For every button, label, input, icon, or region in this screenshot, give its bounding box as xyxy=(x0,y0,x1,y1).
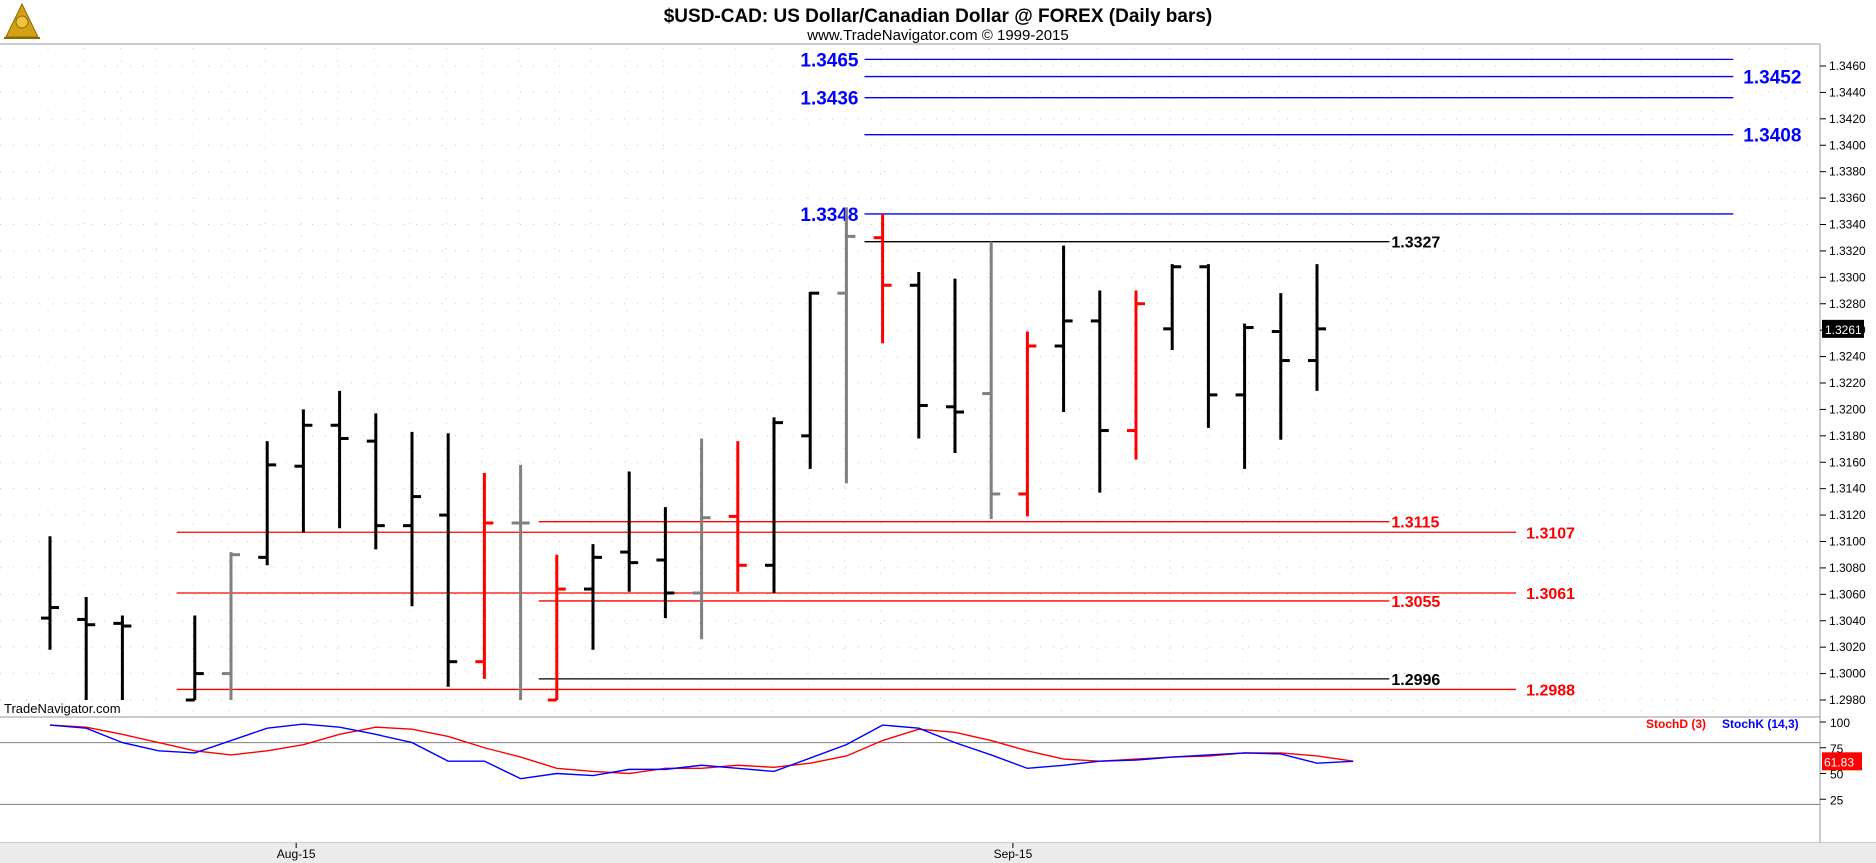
date-axis: Aug-15 Sep-15 xyxy=(277,843,1033,861)
level-label: 1.3115 xyxy=(1391,515,1439,532)
stoch-tick-label: 75 xyxy=(1830,742,1844,756)
last-price-label: 1.3261 xyxy=(1825,323,1862,337)
y-tick-label: 1.2980 xyxy=(1829,693,1866,707)
stoch-tick-label: 50 xyxy=(1830,768,1844,782)
stoch-last-value-label: 61.83 xyxy=(1824,755,1854,769)
level-label: 1.3107 xyxy=(1526,525,1575,542)
level-label: 1.3055 xyxy=(1391,594,1440,611)
stoch-last-value-box xyxy=(1822,752,1862,771)
stoch-tick-label: 25 xyxy=(1830,793,1844,807)
level-label: 1.3436 xyxy=(800,89,858,110)
level-label: 1.3327 xyxy=(1391,235,1440,252)
x-tick-label: Sep-15 xyxy=(994,847,1033,861)
y-tick-label: 1.3120 xyxy=(1829,508,1866,522)
y-tick-label: 1.3020 xyxy=(1829,640,1866,654)
y-tick-label: 1.3280 xyxy=(1829,297,1866,311)
watermark-text: TradeNavigator.com xyxy=(4,701,121,716)
y-tick-label: 1.3240 xyxy=(1829,350,1866,364)
y-tick-label: 1.3360 xyxy=(1829,191,1866,205)
level-label: 1.3452 xyxy=(1743,68,1801,89)
level-label: 1.3348 xyxy=(800,205,858,226)
y-tick-label: 1.3160 xyxy=(1829,455,1866,469)
y-tick-label: 1.3400 xyxy=(1829,138,1866,152)
y-tick-label: 1.3200 xyxy=(1829,402,1866,416)
y-tick-label: 1.3140 xyxy=(1829,482,1866,496)
y-tick-label: 1.3060 xyxy=(1829,587,1866,601)
price-axis: 1.3460 1.3440 1.3420 1.3400 1.3380 1.3360 1.33… xyxy=(1820,59,1866,707)
stoch-legend-entry: StochD (3) xyxy=(1646,717,1706,731)
y-tick-label: 1.3100 xyxy=(1829,535,1866,549)
last-price-box xyxy=(1822,319,1864,338)
y-tick-label: 1.3340 xyxy=(1829,218,1866,232)
stochastic-pane: 100 75 50 25 StochD (3) StochK (14,3) 61.83 xyxy=(0,716,1862,807)
y-tick-label: 1.3000 xyxy=(1829,667,1866,681)
y-tick-label: 1.3440 xyxy=(1829,85,1866,99)
y-tick-label: 1.3320 xyxy=(1829,244,1866,258)
stoch-series-line xyxy=(49,724,1354,775)
y-tick-label: 1.3380 xyxy=(1829,165,1866,179)
level-label: 1.3061 xyxy=(1526,586,1575,603)
level-label: 1.3408 xyxy=(1743,126,1801,147)
chart-subtitle: www.TradeNavigator.com © 1999-2015 xyxy=(806,27,1068,44)
stoch-tick-label: 100 xyxy=(1830,716,1850,730)
level-label: 1.3465 xyxy=(800,50,859,71)
y-tick-label: 1.3080 xyxy=(1829,561,1866,575)
chart-title: $USD-CAD: US Dollar/Canadian Dollar @ FO… xyxy=(664,6,1213,27)
level-label: 1.2996 xyxy=(1391,672,1440,689)
x-axis-strip xyxy=(0,843,1876,863)
x-tick-label: Aug-15 xyxy=(277,847,316,861)
stoch-legend-entry: StochK (14,3) xyxy=(1722,717,1799,731)
grid-dots xyxy=(0,48,1820,712)
y-tick-label: 1.3180 xyxy=(1829,429,1866,443)
price-bars xyxy=(41,207,1326,702)
stoch-series-line xyxy=(49,723,1354,780)
horizontal-levels: 1.3465 1.3452 1.3436 1.3408 1.3348 1.3327 1.31… xyxy=(176,50,1801,699)
y-tick-label: 1.3300 xyxy=(1829,270,1866,284)
y-tick-label: 1.3040 xyxy=(1829,614,1866,628)
y-tick-label: 1.3420 xyxy=(1829,112,1866,126)
y-tick-label: 1.3460 xyxy=(1829,59,1866,73)
sextant-logo-icon xyxy=(4,2,40,39)
y-tick-label: 1.3220 xyxy=(1829,376,1866,390)
level-label: 1.2988 xyxy=(1526,682,1575,699)
